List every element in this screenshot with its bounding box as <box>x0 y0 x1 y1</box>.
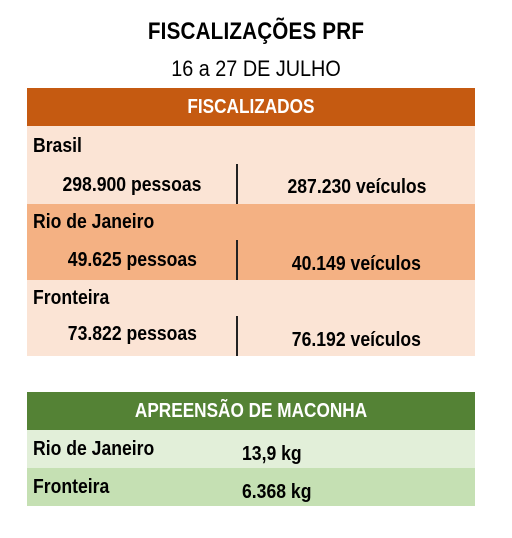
region-name-brasil: Brasil <box>33 134 82 157</box>
apreensao-heading: APREENSÃO DE MACONHA <box>134 399 368 422</box>
region-name-rio: Rio de Janeiro <box>33 210 155 233</box>
veiculos-count-brasil: 287.230 veículos <box>287 175 426 198</box>
apreensao-header: APREENSÃO DE MACONHA <box>27 392 475 430</box>
apreensao-row-fronteira <box>27 468 475 506</box>
column-divider <box>236 240 238 280</box>
pessoas-count-fronteira: 73.822 pessoas <box>67 322 197 345</box>
veiculos-count-rio: 40.149 veículos <box>291 252 422 275</box>
apreensao-name-rio: Rio de Janeiro <box>33 437 155 460</box>
region-block-brasil <box>27 126 475 204</box>
apreensao-value-fronteira: 6.368 kg <box>242 480 312 503</box>
fiscalizados-heading: FISCALIZADOS <box>187 95 315 118</box>
region-block-rio <box>27 204 475 280</box>
apreensao-value-rio: 13,9 kg <box>242 442 302 465</box>
column-divider <box>236 164 238 204</box>
region-name-fronteira: Fronteira <box>33 286 110 309</box>
page-title: FISCALIZAÇÕES PRF <box>147 18 365 45</box>
fiscalizados-header: FISCALIZADOS <box>27 88 475 126</box>
page-subtitle: 16 a 27 DE JULHO <box>171 56 341 81</box>
pessoas-count-brasil: 298.900 pessoas <box>62 173 202 196</box>
pessoas-count-rio: 49.625 pessoas <box>67 248 197 271</box>
column-divider <box>236 316 238 356</box>
apreensao-name-fronteira: Fronteira <box>33 475 110 498</box>
region-block-fronteira <box>27 280 475 356</box>
veiculos-count-fronteira: 76.192 veículos <box>291 328 422 351</box>
apreensao-row-rio <box>27 430 475 468</box>
